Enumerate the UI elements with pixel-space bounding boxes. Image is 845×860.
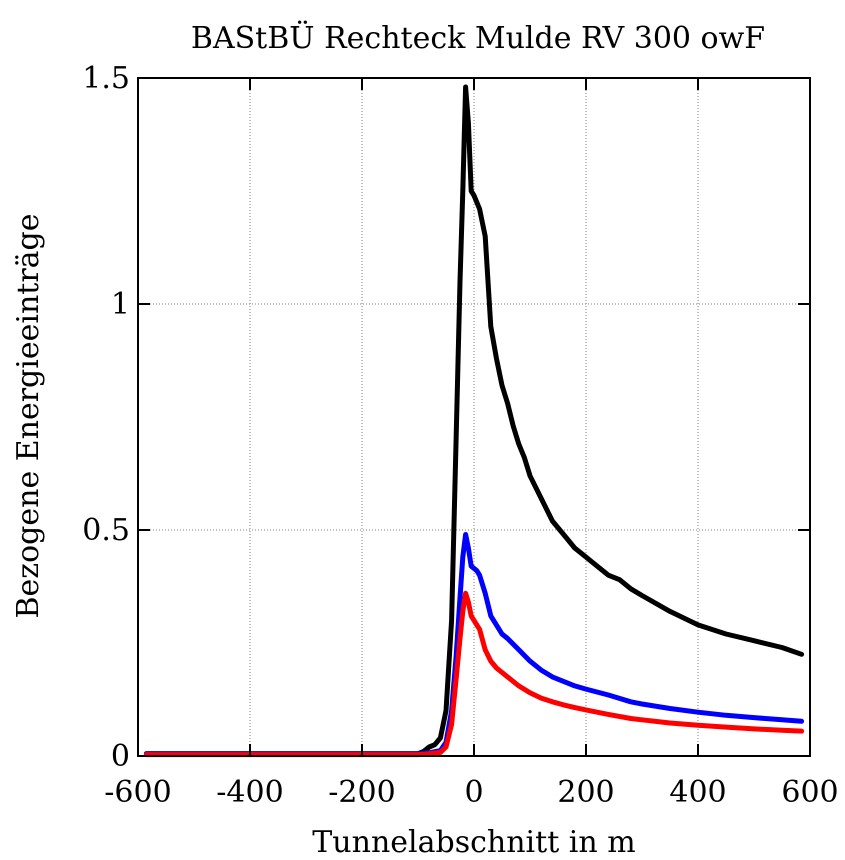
- x-tick-label: 600: [781, 775, 838, 810]
- x-tick-labels: -600 -400 -200 0 200 400 600: [104, 775, 838, 810]
- y-tick-label: 1.5: [82, 61, 130, 96]
- x-tick-label: 200: [557, 775, 614, 810]
- tick-layer: [137, 77, 811, 757]
- y-tick-labels: 0 0.5 1 1.5: [82, 61, 130, 774]
- chart-title: BAStBÜ Rechteck Mulde RV 300 owF: [191, 20, 765, 56]
- series-line-black: [143, 84, 805, 757]
- series-layer: [143, 84, 805, 758]
- y-axis-label: Bezogene Energieeinträge: [11, 213, 46, 618]
- y-tick-label: 1: [111, 287, 130, 322]
- x-tick-label: -400: [216, 775, 283, 810]
- x-tick-label: 400: [669, 775, 726, 810]
- x-tick-label: 0: [464, 775, 483, 810]
- y-tick-label: 0: [111, 739, 130, 774]
- y-tick-label: 0.5: [82, 513, 130, 548]
- x-tick-label: -200: [328, 775, 395, 810]
- grid-layer: [138, 78, 810, 756]
- x-tick-label: -600: [104, 775, 171, 810]
- x-axis-label: Tunnelabschnitt in m: [312, 825, 635, 860]
- series-line-red: [143, 590, 805, 758]
